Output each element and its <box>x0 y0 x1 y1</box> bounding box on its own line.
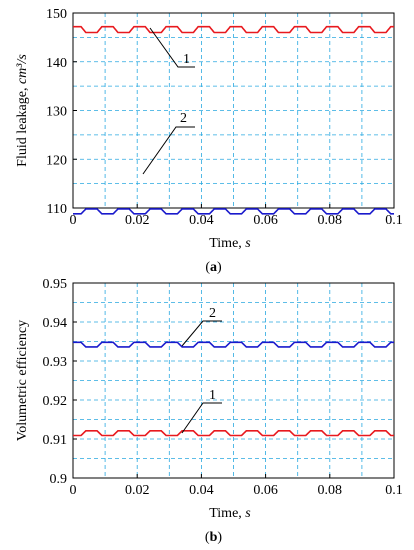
annotation-leader <box>181 320 222 347</box>
series-line-1 <box>73 25 394 34</box>
y-tick-label: 110 <box>47 202 67 217</box>
x-tick-label: 0.06 <box>253 483 278 498</box>
annotation-leader <box>181 402 222 434</box>
y-axis-label: Fluid leakage, cm³/s <box>15 54 30 167</box>
x-tick-label: 0.02 <box>125 483 150 498</box>
annotation-label: 2 <box>209 306 216 321</box>
x-tick-label: 0.1 <box>385 213 403 228</box>
annotation-leader <box>142 126 195 175</box>
y-axis-label: Volumetric efficiency <box>15 320 30 441</box>
x-tick-label: 0.04 <box>189 483 214 498</box>
series-line-2 <box>73 341 394 348</box>
annotation-label: 1 <box>209 388 216 403</box>
chart-panel-a: 0 0.02 0.04 0.06 0.08 0.1 110 120 130 140 150 Time,… <box>15 7 403 275</box>
y-tick-label: 120 <box>46 153 67 168</box>
y-tick-label: 0.93 <box>43 355 68 370</box>
x-tick-label: 0 <box>70 213 77 228</box>
series-line-2 <box>73 208 394 215</box>
panel-caption: (b) <box>205 530 222 545</box>
y-tick-label: 0.9 <box>50 472 68 487</box>
y-tick-label: 0.95 <box>43 277 68 292</box>
panel-caption: (a) <box>205 260 222 275</box>
x-tick-label: 0.06 <box>253 213 278 228</box>
series-line-1 <box>73 430 394 437</box>
x-tick-label: 0 <box>70 483 77 498</box>
plot-frame <box>72 282 395 479</box>
annotation-label: 1 <box>183 52 190 67</box>
y-tick-label: 130 <box>46 105 67 120</box>
x-tick-label: 0.08 <box>318 483 343 498</box>
annotation-leader <box>149 27 195 68</box>
y-tick-label: 0.92 <box>43 394 68 409</box>
chart-panel-b: 0 0.02 0.04 0.06 0.08 0.1 0.9 0.91 0.92 0.93 0.94 0… <box>15 277 403 545</box>
x-tick-label: 0.02 <box>125 213 150 228</box>
x-tick-label: 0.1 <box>385 483 403 498</box>
y-tick-label: 0.94 <box>43 316 68 331</box>
y-tick-label: 140 <box>46 56 67 71</box>
annotation-label: 2 <box>180 111 187 126</box>
x-tick-label: 0.04 <box>189 213 214 228</box>
y-tick-label: 0.91 <box>43 433 68 448</box>
x-axis-label: Time, s <box>209 236 251 251</box>
x-axis-label: Time, s <box>209 506 251 521</box>
x-tick-label: 0.08 <box>318 213 343 228</box>
y-tick-label: 150 <box>46 7 67 22</box>
